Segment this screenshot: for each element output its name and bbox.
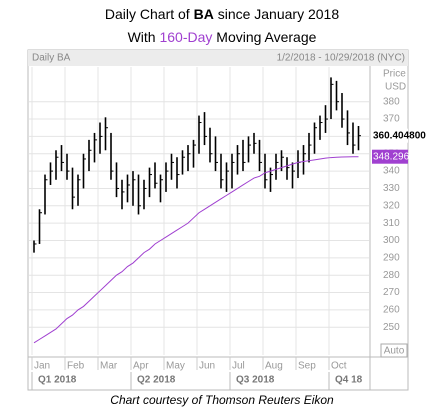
title-ticker: BA xyxy=(194,6,214,22)
panel-title: Daily BA xyxy=(32,53,71,64)
y-tick-label: 380 xyxy=(383,96,400,107)
moving-average xyxy=(33,156,359,344)
panel-header xyxy=(28,50,408,66)
layer: 360.404800 348.296593 xyxy=(372,128,426,164)
y-tick-label: 300 xyxy=(383,235,400,246)
title-part: since January 2018 xyxy=(214,6,340,22)
chart-title: Daily Chart of BA since January 2018 xyxy=(105,6,339,22)
layer xyxy=(33,77,361,344)
ma-value-box xyxy=(372,149,408,164)
subtitle-highlight: 160-Day xyxy=(159,29,212,45)
quarter-label: Q1 2018 xyxy=(38,375,77,386)
x-tick-label: Jan xyxy=(34,361,50,372)
subtitle-part: Moving Average xyxy=(212,29,316,45)
x-tick-label: Apr xyxy=(133,361,149,372)
y-tick-label: 370 xyxy=(383,114,400,125)
x-tick-label: Feb xyxy=(67,361,85,372)
quarter-label: Q2 2018 xyxy=(137,375,176,386)
last-price-box xyxy=(372,128,408,143)
chart-subtitle: With 160-Day Moving Average xyxy=(128,29,317,45)
y-tick-label: 260 xyxy=(383,305,400,316)
title-part: Daily Chart of xyxy=(105,6,194,22)
x-tick-label: May xyxy=(166,361,185,372)
y-tick-label: 250 xyxy=(383,322,400,333)
footer: Chart courtesy of Thomson Reuters Eikon xyxy=(110,393,334,407)
x-tick-label: Aug xyxy=(265,361,283,372)
y-tick-label: 340 xyxy=(383,166,400,177)
y-tick-label: 320 xyxy=(383,200,400,211)
chart-frame xyxy=(27,49,409,391)
layer: 2502602702802903003103203303403503603703… xyxy=(29,67,400,390)
y-tick-label: 280 xyxy=(383,270,400,281)
y-tick-label: 270 xyxy=(383,287,400,298)
axis-label: Price xyxy=(383,69,406,80)
quarter-label: Q3 2018 xyxy=(236,375,275,386)
last-price-label: 360.404800 xyxy=(373,130,426,141)
scale-mode: Auto xyxy=(384,346,405,357)
subtitle-part: With xyxy=(128,29,160,45)
ma-value-label: 348.296593 xyxy=(373,151,426,162)
quarter-label: Q4 18 xyxy=(335,375,363,386)
x-tick-label: Jul xyxy=(232,361,245,372)
x-tick-label: Mar xyxy=(100,361,118,372)
x-tick-label: Jun xyxy=(199,361,215,372)
y-tick-label: 330 xyxy=(383,183,400,194)
scale-button[interactable] xyxy=(380,343,408,358)
y-tick-label: 290 xyxy=(383,252,400,263)
x-tick-label: Sep xyxy=(298,361,316,372)
axis-label: USD xyxy=(385,82,406,93)
x-tick-label: Oct xyxy=(331,361,347,372)
date-range: 1/2/2018 - 10/29/2018 (NYC) xyxy=(277,53,405,64)
y-tick-label: 310 xyxy=(383,218,400,229)
